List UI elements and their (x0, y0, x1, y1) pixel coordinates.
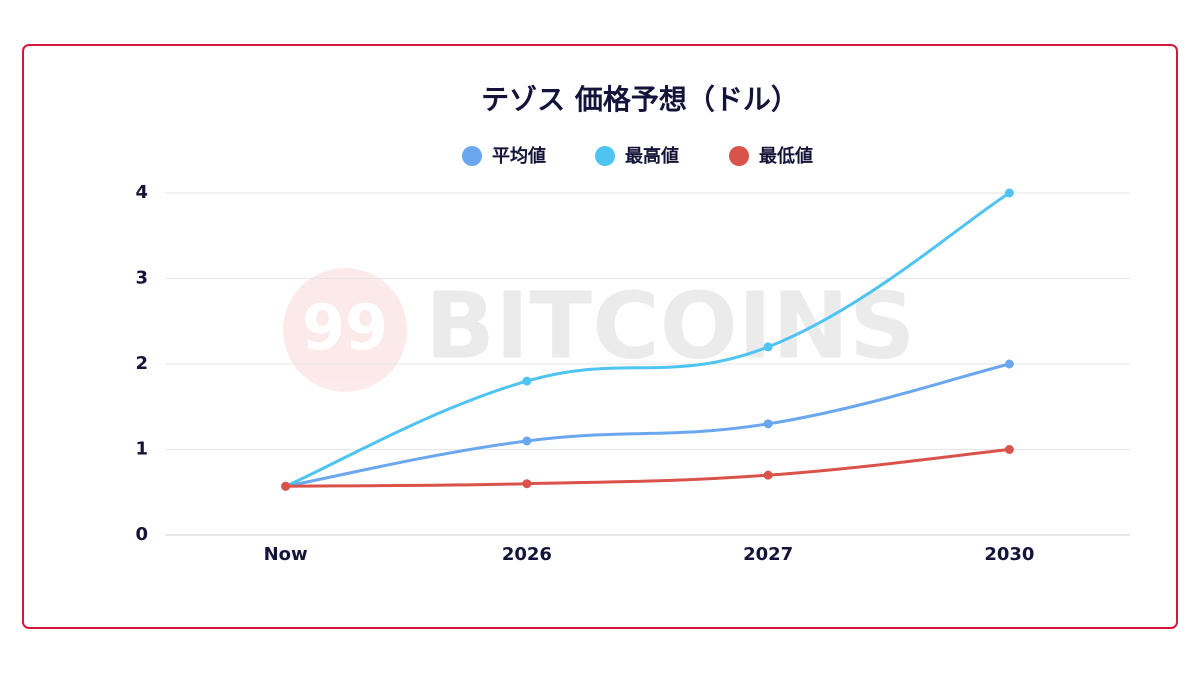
data-point (763, 470, 773, 480)
y-tick-label: 4 (135, 182, 148, 203)
data-point (522, 376, 532, 386)
data-point (1004, 359, 1014, 369)
legend-marker (729, 146, 749, 166)
data-point (1004, 445, 1014, 454)
watermark: 99 BITCOINS (283, 268, 915, 392)
data-point (522, 436, 532, 446)
y-tick-label: 3 (135, 268, 148, 289)
watermark-circle (283, 268, 407, 392)
legend-label: 最低値 (759, 145, 813, 167)
data-point (763, 419, 773, 429)
data-point (1004, 188, 1014, 198)
y-tick-label: 0 (135, 524, 148, 545)
y-tick-label: 2 (135, 353, 148, 374)
legend-marker (595, 146, 615, 166)
data-point (763, 342, 773, 352)
watermark-text: BITCOINS (425, 272, 915, 379)
watermark-logo: 99 (302, 291, 388, 364)
series-line (285, 448, 1010, 488)
legend-marker (462, 146, 482, 166)
x-tick-label: 2026 (502, 544, 552, 565)
data-point (281, 481, 291, 491)
legend-label: 最高値 (625, 145, 679, 167)
chart-title: テゾス 価格予想（ドル） (481, 83, 799, 116)
series-line (285, 362, 1010, 488)
x-tick-label: Now (264, 544, 308, 565)
x-tick-label: 2027 (743, 544, 793, 565)
legend-label: 平均値 (492, 145, 546, 167)
series-line (285, 191, 1011, 488)
x-tick-label: 2030 (984, 544, 1034, 565)
data-point (522, 479, 532, 489)
y-tick-label: 1 (135, 439, 148, 460)
